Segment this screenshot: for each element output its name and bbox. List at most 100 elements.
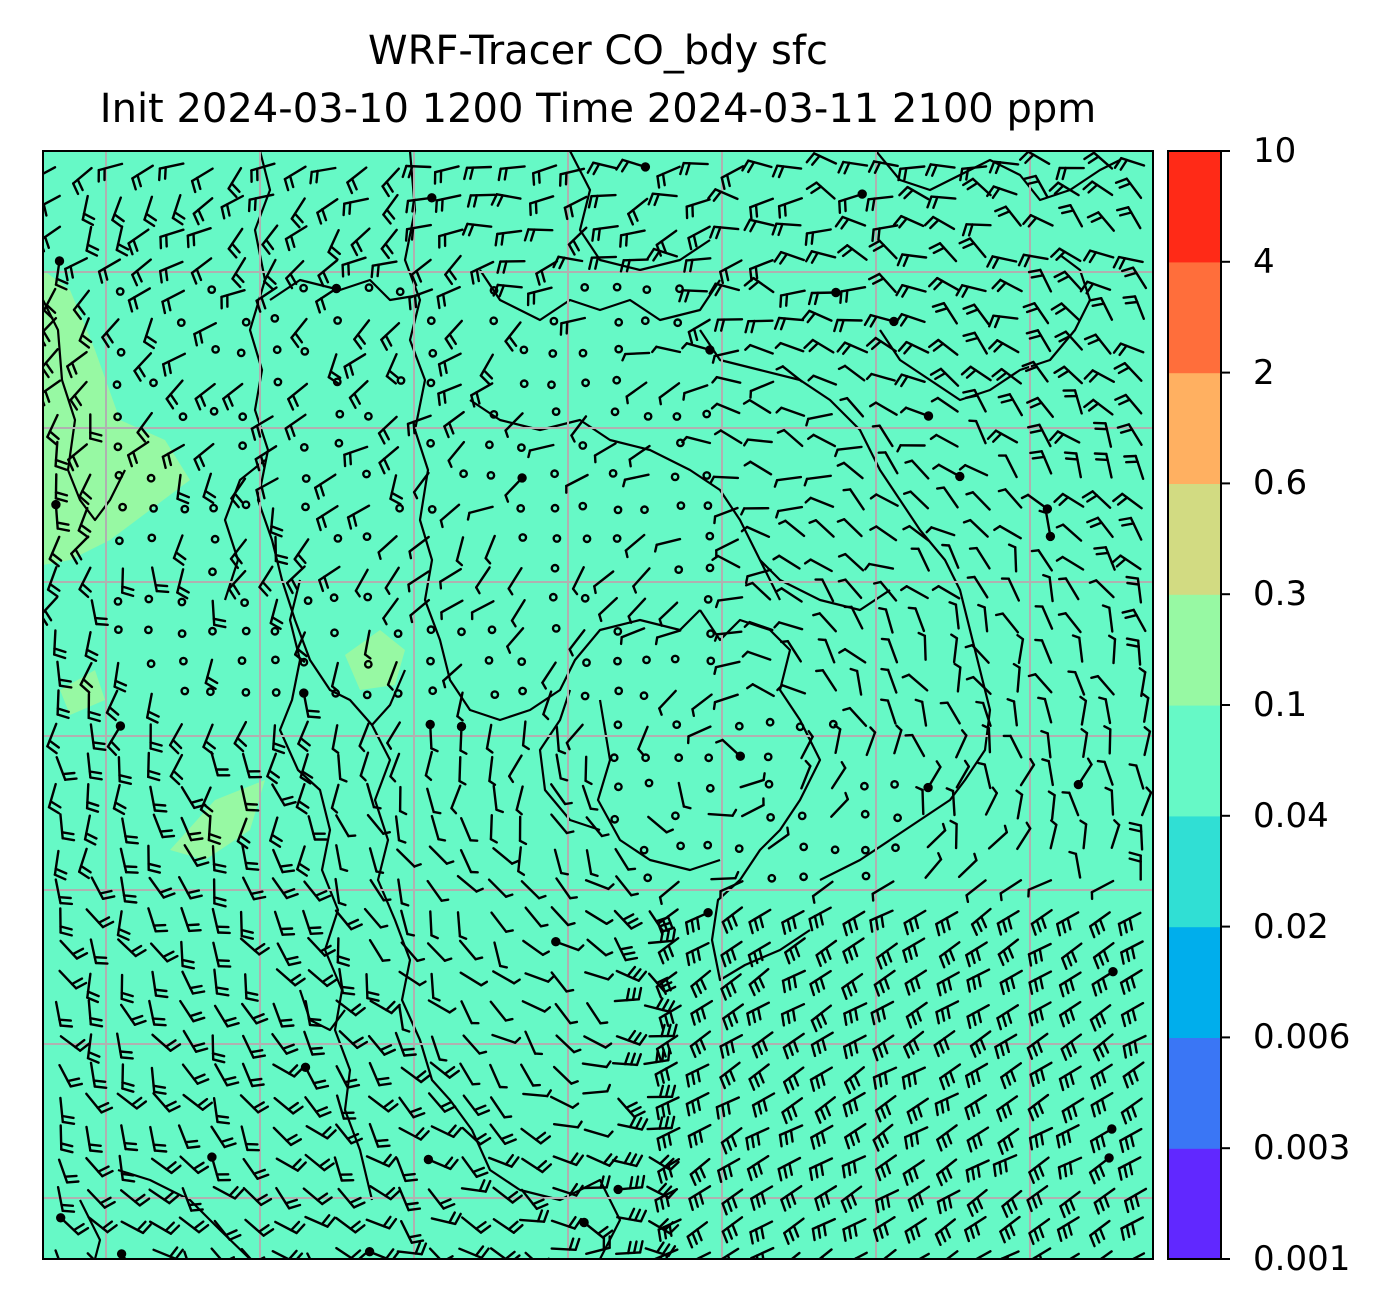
barb-origin-dot — [1108, 967, 1118, 977]
wind-barb — [981, 724, 992, 754]
wind-barb — [715, 596, 744, 609]
wind-barb — [177, 1124, 201, 1150]
wind-barb — [839, 286, 867, 304]
coastline-segment — [699, 329, 992, 881]
wind-barb — [335, 1216, 366, 1234]
wind-barb — [1125, 575, 1143, 604]
wind-barb — [965, 941, 988, 968]
wind-barb — [950, 633, 959, 664]
wind-barb — [69, 380, 88, 411]
wind-barb — [711, 376, 742, 384]
wind-barb — [54, 256, 69, 291]
wind-barb — [241, 1034, 266, 1059]
calm-wind-marker — [580, 691, 590, 701]
wind-barb — [380, 228, 398, 260]
wind-barb — [999, 879, 1023, 902]
wind-barb — [686, 1221, 709, 1249]
wind-barb — [149, 785, 168, 813]
wind-barb — [522, 1089, 552, 1098]
wind-barb — [524, 972, 555, 983]
calm-wind-marker — [178, 412, 188, 422]
wind-barb — [487, 878, 514, 898]
wind-barb — [750, 1185, 774, 1211]
wind-barb — [814, 1185, 838, 1212]
wind-barb — [58, 1063, 84, 1088]
wind-barb — [1028, 1126, 1054, 1151]
wind-barb — [359, 751, 370, 782]
wind-barb — [78, 317, 93, 349]
barb-origin-dot — [955, 471, 965, 482]
wind-barb — [438, 228, 464, 249]
wind-barb — [1113, 362, 1143, 382]
wind-barb — [894, 313, 926, 327]
wind-barb — [115, 1032, 134, 1060]
wind-barb — [1028, 1156, 1050, 1185]
wind-barb — [66, 350, 88, 379]
wind-barb — [381, 167, 400, 198]
wind-barb — [931, 302, 958, 325]
wind-barb — [904, 1217, 927, 1244]
coastline-segment — [759, 559, 891, 612]
calm-wind-marker — [676, 501, 686, 510]
wind-barb — [740, 507, 770, 516]
wind-barb — [1020, 493, 1053, 514]
wind-barb — [240, 785, 260, 812]
calm-wind-marker — [613, 627, 623, 636]
wind-barb — [56, 660, 73, 689]
calm-wind-marker — [550, 503, 560, 513]
wind-barb — [396, 1241, 428, 1256]
wind-barb — [303, 880, 332, 902]
wind-barb — [962, 388, 987, 413]
calm-wind-marker — [516, 503, 526, 513]
wind-barb — [284, 413, 307, 441]
wind-barb — [105, 689, 120, 722]
wind-barb — [550, 906, 576, 927]
calm-wind-marker — [639, 691, 649, 701]
wind-barb — [161, 289, 186, 315]
wind-barb — [1083, 333, 1112, 355]
wind-barb — [840, 1185, 863, 1213]
wind-barb — [619, 627, 646, 646]
wind-barb — [772, 554, 801, 570]
wind-barb — [54, 1249, 60, 1259]
wind-barb — [897, 340, 930, 355]
wind-barb — [423, 1154, 459, 1171]
wind-barb — [157, 162, 185, 182]
wind-barb — [962, 331, 988, 355]
wind-barb — [800, 759, 812, 790]
colorbar-tick-label: 0.02 — [1253, 906, 1329, 947]
calm-wind-marker — [396, 376, 406, 385]
wind-barb — [687, 1123, 712, 1149]
wind-barb — [745, 1127, 770, 1151]
coastline-segment — [223, 459, 266, 601]
wind-barb — [896, 444, 926, 453]
wind-barb — [779, 289, 806, 308]
wind-barb — [1092, 421, 1113, 448]
wind-barb — [789, 1251, 801, 1259]
wind-barb — [567, 226, 588, 256]
wind-barb — [999, 1215, 1021, 1244]
wind-barb — [964, 644, 990, 664]
wind-barb — [106, 721, 126, 756]
calm-wind-marker — [113, 442, 123, 452]
calm-wind-marker — [610, 407, 620, 417]
wind-barb — [961, 223, 992, 237]
calm-wind-marker — [643, 411, 653, 421]
calm-wind-marker — [705, 563, 715, 573]
wind-barb — [780, 1003, 806, 1027]
barb-origin-dot — [207, 1152, 217, 1162]
wind-barb — [460, 1179, 492, 1193]
wind-barb — [615, 965, 648, 982]
calm-wind-marker — [639, 845, 649, 855]
wind-barb — [962, 518, 989, 538]
wind-barb — [461, 222, 493, 237]
wind-barb — [1104, 786, 1115, 816]
wind-barb — [882, 1248, 897, 1259]
wind-barb — [275, 968, 306, 987]
wind-barb — [149, 1125, 168, 1153]
wind-barb — [807, 287, 841, 306]
wind-barb — [529, 195, 555, 217]
wind-barb — [207, 1152, 232, 1182]
barb-origin-dot — [1073, 779, 1084, 790]
wind-barb — [1103, 725, 1112, 755]
